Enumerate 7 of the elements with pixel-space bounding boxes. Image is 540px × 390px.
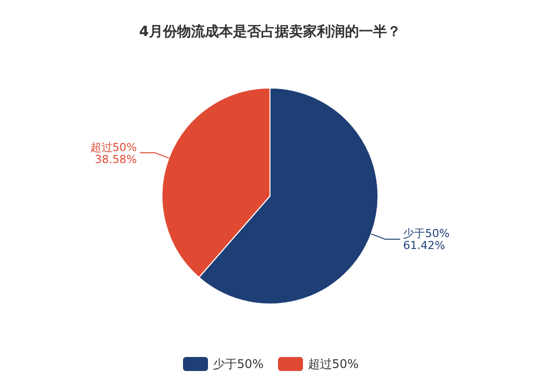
data-label: 61.42% (403, 239, 446, 252)
slice-label: 少于50% (403, 227, 450, 240)
legend-label: 少于50% (213, 357, 264, 371)
chart-title: 4月份物流成本是否占据卖家利润的一半？ (139, 23, 401, 40)
slice-label: 超过50% (90, 140, 137, 154)
legend-label: 超过50% (308, 357, 359, 371)
data-label: 38.58% (94, 152, 137, 166)
